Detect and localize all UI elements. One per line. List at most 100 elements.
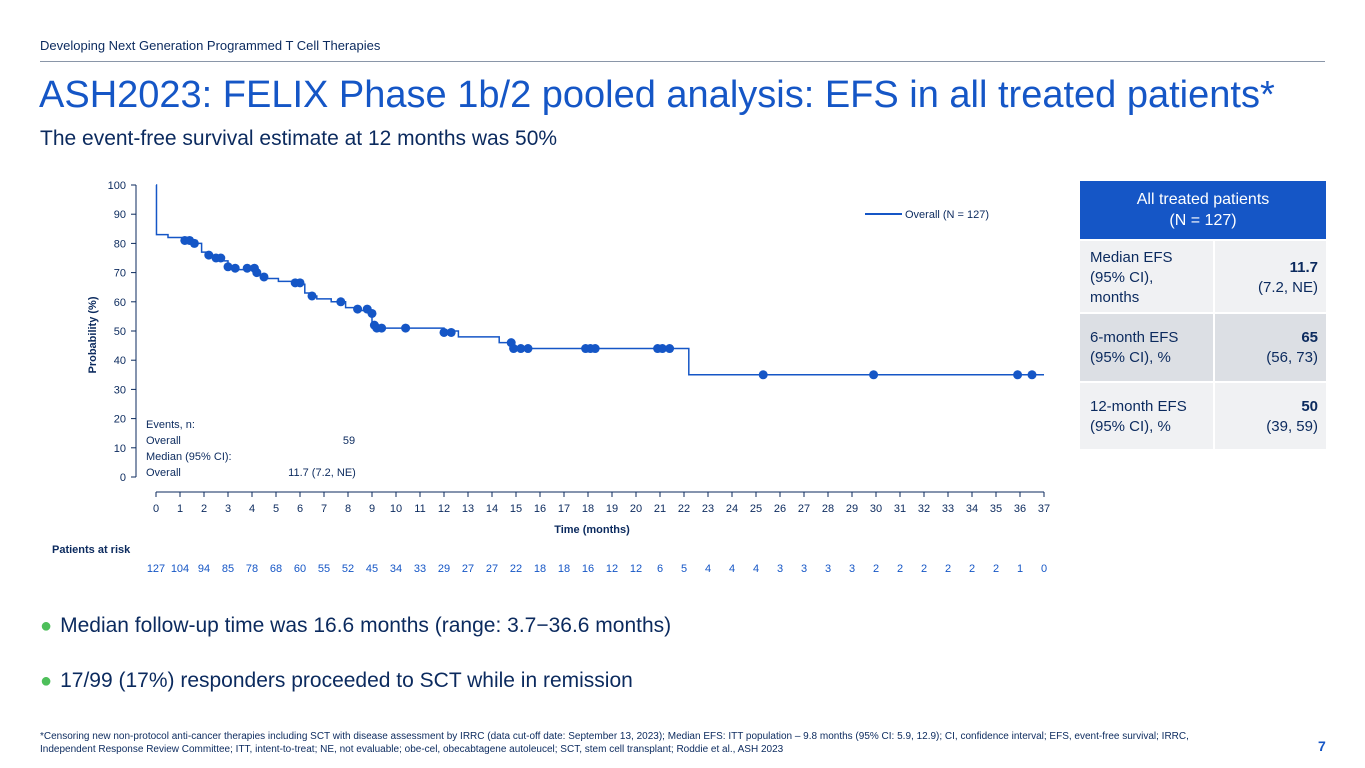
censor-marker (223, 262, 233, 272)
x-tick-label: 30 (870, 503, 882, 515)
risk-count: 68 (270, 563, 282, 575)
risk-count: 6 (657, 563, 663, 575)
x-tick-label: 35 (990, 503, 1002, 515)
x-tick-label: 3 (225, 503, 231, 515)
efs-table-header-title: All treated patients (1136, 191, 1270, 208)
y-tick-label: 80 (114, 238, 126, 250)
censor-marker (204, 250, 214, 260)
censor-marker (590, 344, 600, 354)
efs-row-value-cell: 11.7 (7.2, NE) (1215, 241, 1326, 312)
risk-count: 27 (462, 563, 474, 575)
x-tick-label: 26 (774, 503, 786, 515)
x-tick-label: 0 (153, 503, 159, 515)
censor-marker (516, 344, 526, 354)
x-tick-label: 5 (273, 503, 279, 515)
x-tick-label: 37 (1038, 503, 1050, 515)
x-tick-label: 34 (966, 503, 978, 515)
risk-count: 52 (342, 563, 354, 575)
censor-marker (242, 263, 252, 273)
x-tick-label: 13 (462, 503, 474, 515)
efs-table-header-n: (N = 127) (1169, 212, 1237, 229)
x-tick-label: 6 (297, 503, 303, 515)
x-tick-label: 36 (1014, 503, 1026, 515)
y-axis-title: Probability (%) (87, 296, 99, 373)
x-tick-label: 32 (918, 503, 930, 515)
x-tick-label: 15 (510, 503, 522, 515)
bullet-sct: ● 17/99 (17%) responders proceeded to SCT… (40, 669, 633, 693)
censor-marker (523, 344, 533, 354)
efs-row-ci: (56, 73) (1266, 349, 1318, 366)
risk-count: 55 (318, 563, 330, 575)
censor-marker (446, 327, 456, 337)
censor-marker (252, 268, 262, 278)
censor-marker (216, 253, 226, 263)
risk-count: 29 (438, 563, 450, 575)
risk-count: 16 (582, 563, 594, 575)
risk-count: 12 (630, 563, 642, 575)
x-tick-label: 22 (678, 503, 690, 515)
x-tick-label: 10 (390, 503, 402, 515)
y-tick-label: 70 (114, 268, 126, 280)
x-tick-label: 20 (630, 503, 642, 515)
risk-count: 60 (294, 563, 306, 575)
efs-row-value-cell: 50 (39, 59) (1215, 383, 1326, 449)
risk-count: 2 (969, 563, 975, 575)
footnote: *Censoring new non-protocol anti-cancer … (40, 731, 1189, 755)
x-tick-label: 7 (321, 503, 327, 515)
censor-marker (509, 344, 519, 354)
page-number: 7 (1318, 738, 1326, 754)
y-axis: 0 10 20 30 40 50 60 70 80 90 100 (108, 180, 137, 484)
risk-count: 18 (558, 563, 570, 575)
x-tick-label: 19 (606, 503, 618, 515)
events-label: Events, n: (146, 419, 195, 431)
risk-count: 94 (198, 563, 210, 575)
censor-marker (401, 323, 411, 333)
risk-count: 2 (897, 563, 903, 575)
bullet-dot-icon: ● (40, 615, 53, 637)
censor-marker (377, 323, 387, 333)
censor-marker (758, 370, 768, 380)
bullet-text: Median follow-up time was 16.6 months (r… (60, 614, 672, 637)
x-tick-label: 31 (894, 503, 906, 515)
censor-marker (869, 370, 879, 380)
risk-count: 33 (414, 563, 426, 575)
x-tick-label: 28 (822, 503, 834, 515)
risk-count: 34 (390, 563, 402, 575)
y-tick-label: 90 (114, 209, 126, 221)
efs-table-header: All treated patients (N = 127) (1080, 181, 1326, 239)
y-tick-label: 60 (114, 297, 126, 309)
censor-marker (1027, 370, 1037, 380)
risk-count: 22 (510, 563, 522, 575)
risk-count: 45 (366, 563, 378, 575)
risk-count: 4 (705, 563, 711, 575)
y-tick-label: 20 (114, 414, 126, 426)
x-tick-label: 9 (369, 503, 375, 515)
legend: Overall (N = 127) (865, 209, 989, 221)
censor-marker (295, 278, 305, 288)
risk-count: 2 (873, 563, 879, 575)
efs-row-12-month: 12-month EFS (95% CI), % 50 (39, 59) (1080, 383, 1326, 449)
series-overall (155, 184, 1044, 380)
x-axis-title: Time (months) (554, 524, 630, 536)
censor-marker (657, 344, 667, 354)
risk-count: 4 (753, 563, 759, 575)
y-tick-label: 40 (114, 355, 126, 367)
slide-title: ASH2023: FELIX Phase 1b/2 pooled analysi… (39, 74, 1275, 116)
y-tick-label: 10 (114, 443, 126, 455)
x-tick-label: 27 (798, 503, 810, 515)
x-tick-label: 14 (486, 503, 498, 515)
efs-row-median: Median EFS (95% CI), months 11.7 (7.2, N… (1080, 241, 1326, 312)
risk-count: 5 (681, 563, 687, 575)
censor-marker (336, 297, 346, 307)
risk-count: 1 (1017, 563, 1023, 575)
censor-marker (439, 327, 449, 337)
efs-row-label: 12-month EFS (95% CI), % (1080, 383, 1213, 449)
y-tick-label: 30 (114, 384, 126, 396)
risk-count: 3 (777, 563, 783, 575)
y-tick-label: 50 (114, 326, 126, 338)
risk-count: 4 (729, 563, 735, 575)
bullet-dot-icon: ● (40, 670, 53, 692)
bullet-text: 17/99 (17%) responders proceeded to SCT … (60, 669, 633, 692)
risk-count: 12 (606, 563, 618, 575)
